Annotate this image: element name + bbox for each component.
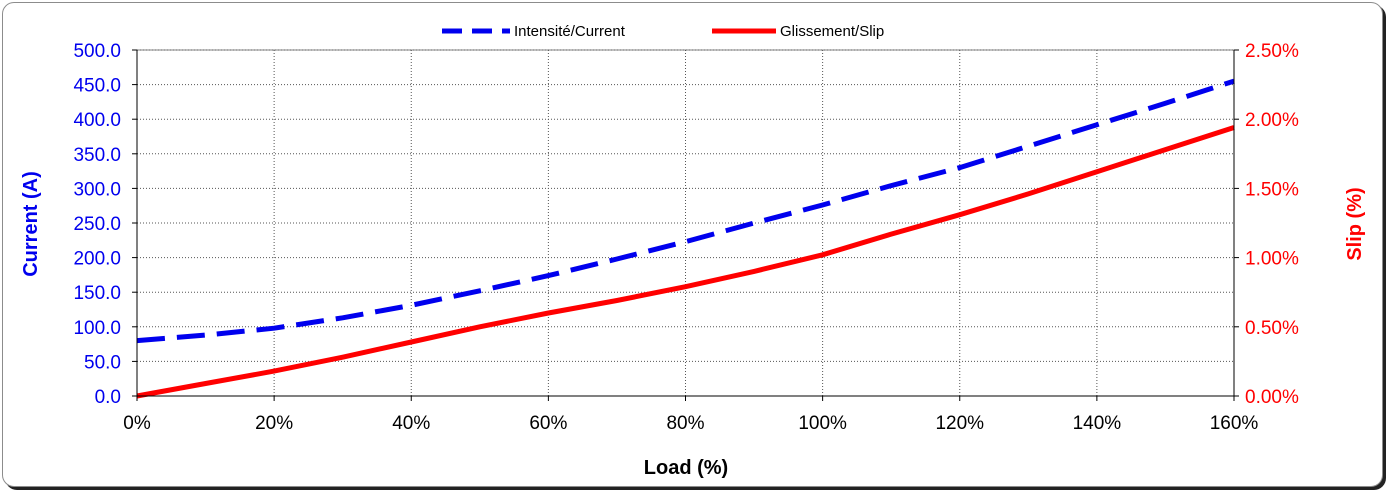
x-tick-label: 40% bbox=[392, 413, 430, 434]
y-right-tick-label: 0.00% bbox=[1245, 387, 1299, 408]
y-right-tick-label: 2.50% bbox=[1245, 41, 1299, 62]
y-right-tick-label: 2.00% bbox=[1245, 110, 1299, 131]
x-tick-label: 100% bbox=[798, 413, 847, 434]
x-axis-title: Load (%) bbox=[644, 457, 728, 479]
y-left-tick-label: 50.0 bbox=[84, 352, 121, 373]
y-left-tick-label: 150.0 bbox=[73, 283, 121, 304]
y-left-tick-label: 0.0 bbox=[95, 387, 121, 408]
y-right-tick-label: 0.50% bbox=[1245, 318, 1299, 339]
legend-slip-label: Glissement/Slip bbox=[780, 23, 884, 40]
y-left-tick-labels: 0.0 50.0 100.0 150.0 200.0 250.0 300.0 350.0 400… bbox=[73, 41, 121, 408]
x-tick-label: 0% bbox=[123, 413, 151, 434]
y-left-tick-label: 500.0 bbox=[73, 41, 121, 62]
y-right-axis-title: Slip (%) bbox=[1344, 187, 1366, 260]
y-left-tick-label: 300.0 bbox=[73, 179, 121, 200]
y-right-tick-label: 1.50% bbox=[1245, 179, 1299, 200]
x-tick-labels: 0% 20% 40% 60% 80% 100% 120% 140% 160% bbox=[123, 413, 1258, 434]
slip-series-line bbox=[136, 125, 1235, 399]
x-tick-label: 80% bbox=[666, 413, 704, 434]
series-layer bbox=[136, 78, 1235, 399]
current-series-line bbox=[136, 78, 1235, 344]
y-left-tick-label: 400.0 bbox=[73, 110, 121, 131]
x-tick-label: 160% bbox=[1210, 413, 1259, 434]
y-left-tick-label: 200.0 bbox=[73, 249, 121, 270]
y-left-tick-label: 350.0 bbox=[73, 145, 121, 166]
y-right-tick-label: 1.00% bbox=[1245, 249, 1299, 270]
x-tick-label: 60% bbox=[529, 413, 567, 434]
legend-current-label: Intensité/Current bbox=[514, 23, 626, 40]
x-tick-label: 120% bbox=[935, 413, 984, 434]
y-left-tick-label: 100.0 bbox=[73, 318, 121, 339]
x-tick-label: 20% bbox=[255, 413, 293, 434]
grid bbox=[136, 49, 1235, 397]
x-tick-label: 140% bbox=[1073, 413, 1122, 434]
y-left-tick-label: 450.0 bbox=[73, 76, 121, 97]
axes bbox=[132, 49, 1239, 401]
y-left-tick-label: 250.0 bbox=[73, 214, 121, 235]
y-right-tick-labels: 0.00% 0.50% 1.00% 1.50% 2.00% 2.50% bbox=[1245, 41, 1299, 408]
legend: Intensité/Current Glissement/Slip bbox=[378, 20, 964, 44]
y-left-axis-title: Current (A) bbox=[20, 171, 42, 277]
